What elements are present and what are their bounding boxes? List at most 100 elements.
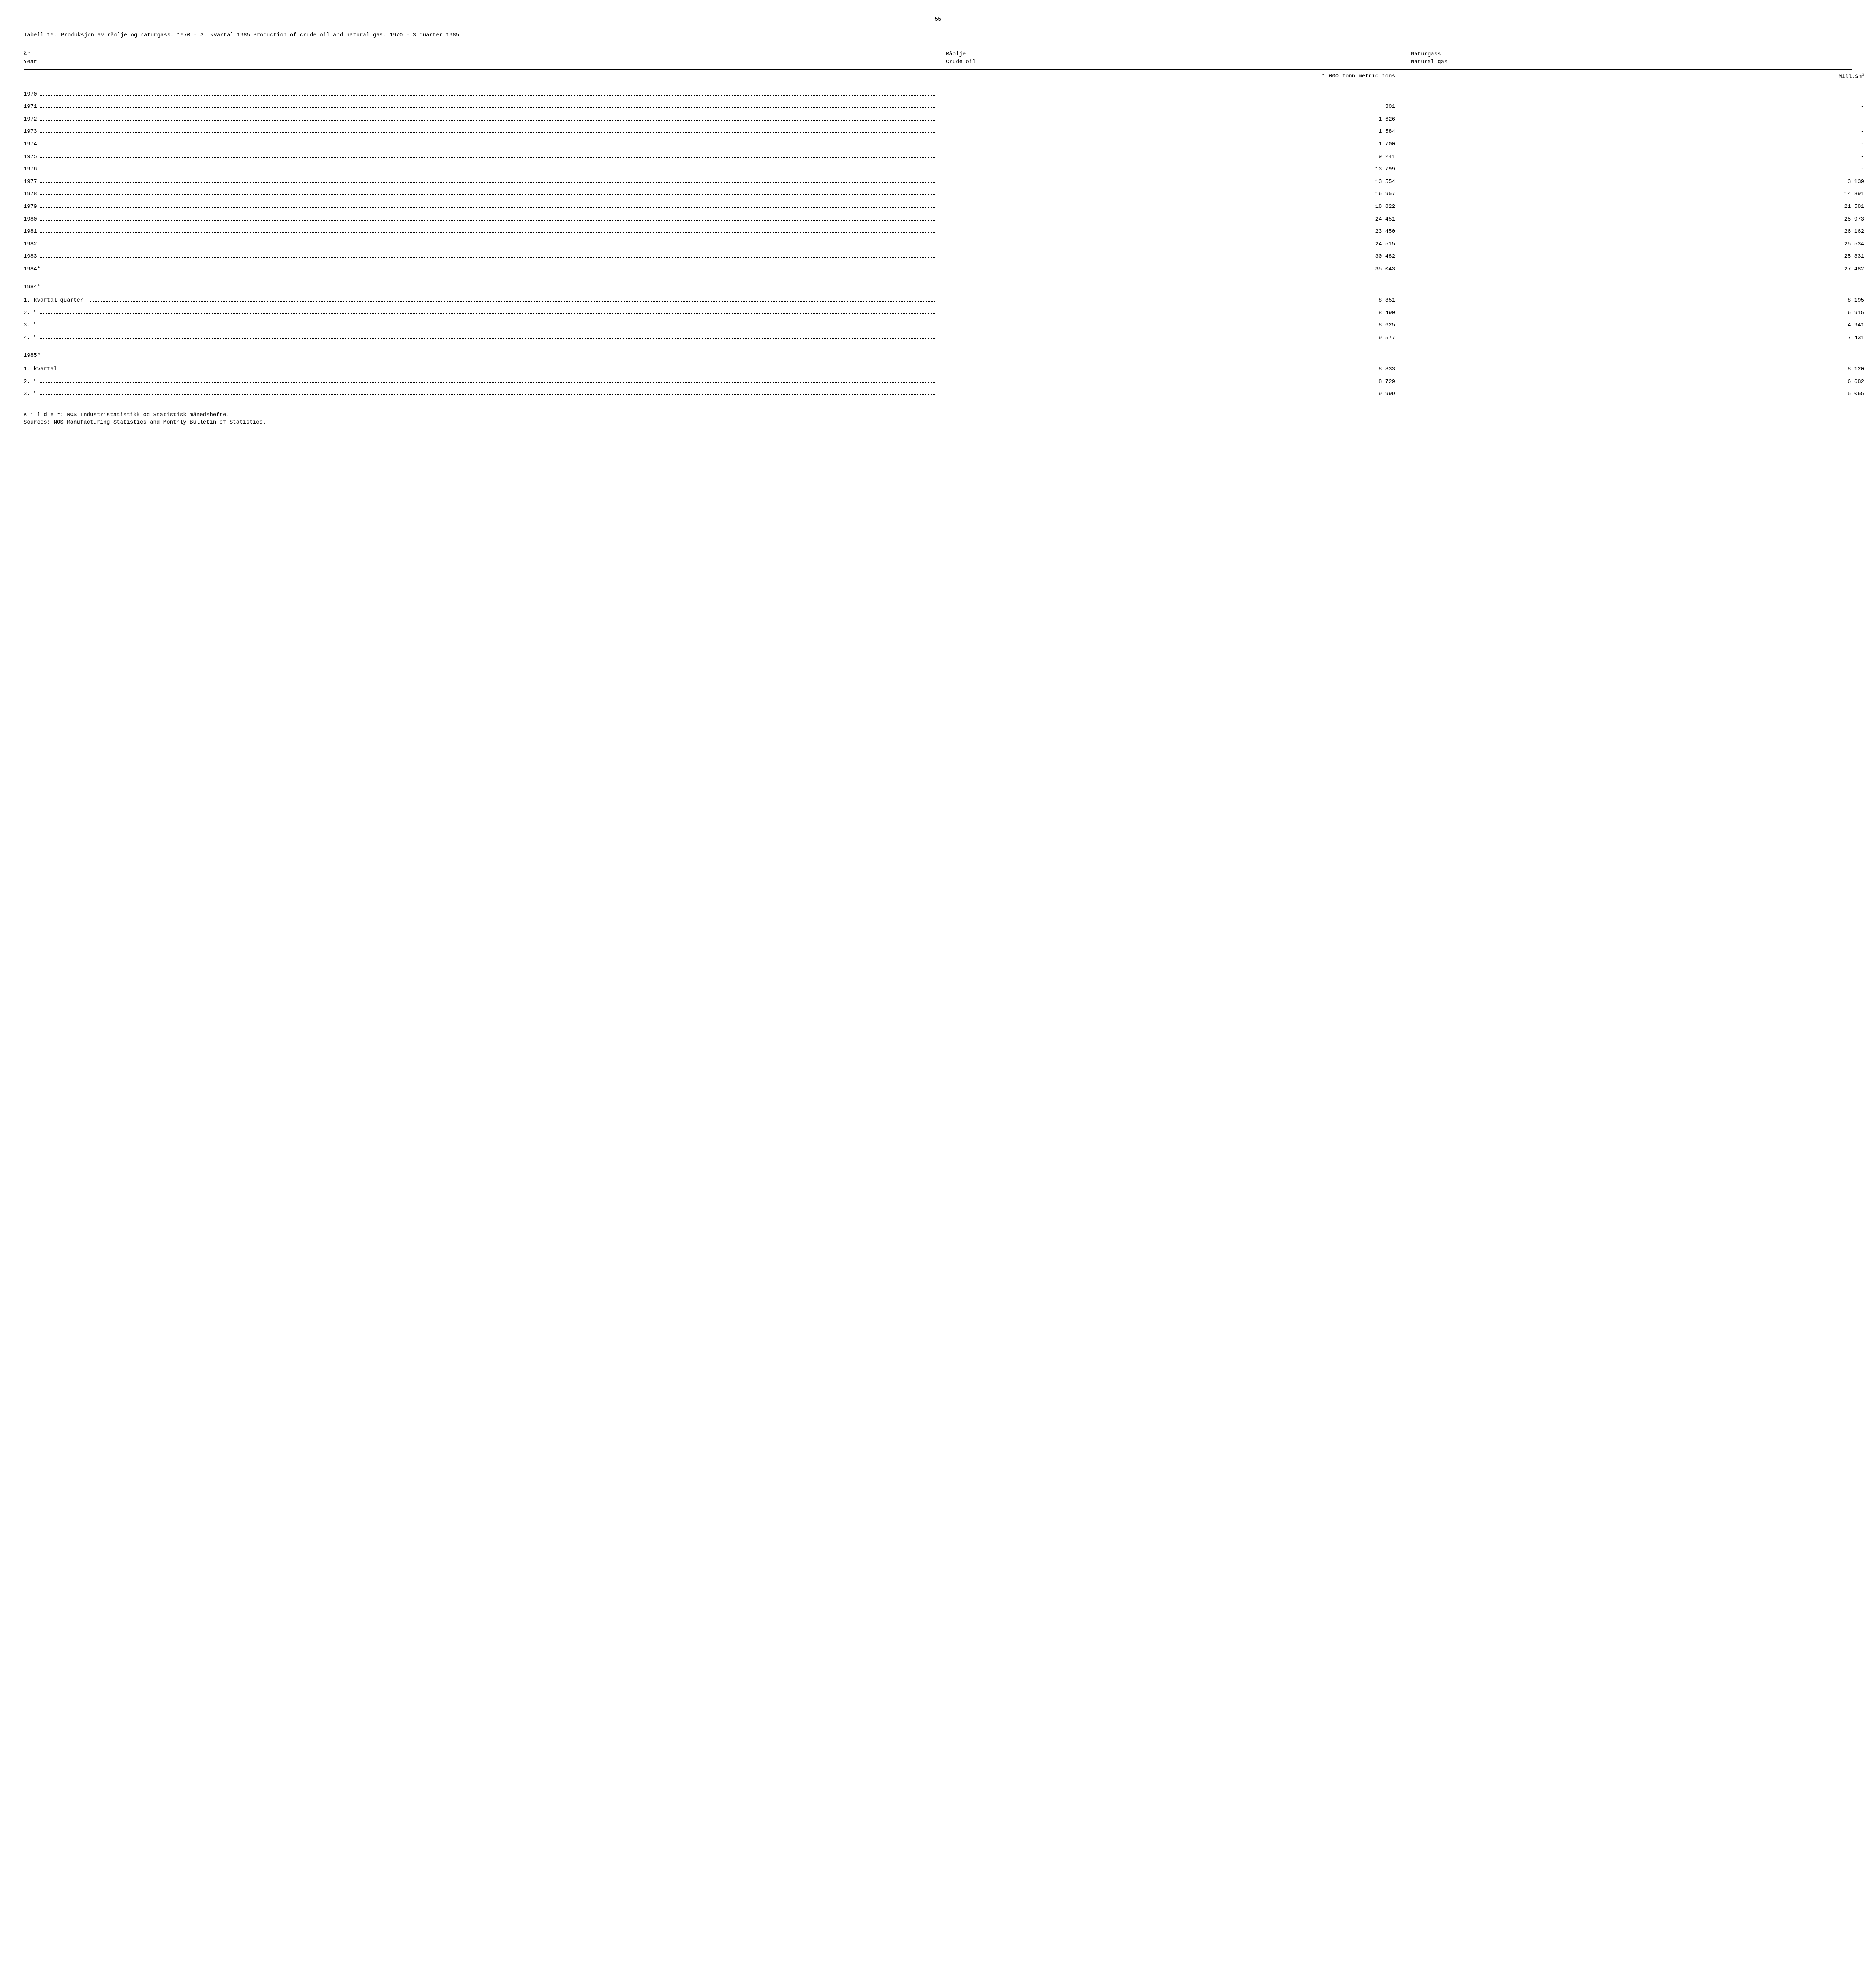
leader-dots: [40, 116, 935, 121]
gas-value: -: [1407, 103, 1876, 111]
table-row: 198224 51525 534: [24, 241, 1852, 249]
year-label: 1974: [24, 141, 40, 149]
year-label: 1973: [24, 128, 40, 136]
year-cell: 1971: [24, 103, 938, 111]
table-units-row: 1 000 tonn metric tons Mill.Sm3: [24, 70, 1852, 85]
year-label: 4. ": [24, 334, 40, 342]
gas-value: 3 139: [1407, 178, 1876, 186]
year-label: 1. kvartal quarter: [24, 297, 87, 305]
table-row: 1971301-: [24, 103, 1852, 111]
year-label: 3. ": [24, 390, 40, 398]
table-row: 4. "9 5777 431: [24, 334, 1852, 342]
year-label: 1978: [24, 190, 40, 198]
oil-value: 30 482: [938, 253, 1407, 261]
oil-value: 8 351: [938, 297, 1407, 305]
gas-value: 6 682: [1407, 378, 1876, 386]
year-label: 1971: [24, 103, 40, 111]
table-body: 1970-- 1971301- 19721 626- 1973 1 584 - 1974 1 …: [24, 85, 1852, 403]
leader-dots: [43, 266, 935, 270]
header-oil-no: Råolje: [946, 51, 966, 57]
table-header-row: År Year Råolje Crude oil Naturgass Natur…: [24, 51, 1852, 70]
gas-value: 25 973: [1407, 216, 1876, 224]
table-row: 1970--: [24, 91, 1852, 99]
table-row: 197816 95714 891: [24, 190, 1852, 198]
year-label: 1980: [24, 216, 40, 224]
table-row: 2. "8 4906 915: [24, 309, 1852, 317]
year-cell: 2. ": [24, 378, 938, 386]
gas-value: 6 915: [1407, 309, 1876, 317]
header-oil-en: Crude oil: [946, 59, 976, 65]
header-year: År Year: [24, 51, 938, 66]
gas-value: 5 065: [1407, 390, 1876, 398]
table-row: 3. "9 9995 065: [24, 390, 1852, 398]
year-cell: 1970: [24, 91, 938, 99]
table-row: 197613 799-: [24, 166, 1852, 173]
gas-value: 8 120: [1407, 366, 1876, 373]
year-cell: 1980: [24, 216, 938, 224]
year-cell: 4. ": [24, 334, 938, 342]
year-cell: 1972: [24, 116, 938, 124]
leader-dots: [40, 166, 935, 170]
sources: K i l d e r: NOS Industristatistikk og S…: [24, 411, 1852, 427]
table-title: Tabell 16. Produksjon av råolje og natur…: [24, 32, 1852, 40]
gas-value: 25 831: [1407, 253, 1876, 261]
year-label: 1972: [24, 116, 40, 124]
oil-value: -: [938, 91, 1407, 99]
year-cell: 1983: [24, 253, 938, 261]
table-row: 1984*35 04327 482: [24, 266, 1852, 273]
year-label: 1. kvartal: [24, 366, 60, 373]
table-row: 3. "8 6254 941: [24, 322, 1852, 330]
leader-dots: [40, 253, 935, 258]
units-spacer: [24, 73, 938, 81]
year-cell: 1974: [24, 141, 938, 149]
leader-dots: [40, 128, 935, 133]
oil-value: 18 822: [938, 203, 1407, 211]
section-1985: 1985*: [24, 352, 1852, 360]
year-cell: 1976: [24, 166, 938, 173]
gas-value: -: [1407, 116, 1876, 124]
leader-dots: [60, 366, 935, 370]
year-label: 3. ": [24, 322, 40, 330]
oil-value: 24 451: [938, 216, 1407, 224]
oil-value: 23 450: [938, 228, 1407, 236]
leader-dots: [40, 153, 935, 158]
year-cell: 1. kvartal: [24, 366, 938, 373]
table-row: 1. kvartal quarter8 3518 195: [24, 297, 1852, 305]
oil-value: 8 729: [938, 378, 1407, 386]
year-cell: 1982: [24, 241, 938, 249]
gas-value: 8 195: [1407, 297, 1876, 305]
oil-value: 8 625: [938, 322, 1407, 330]
year-label: 1975: [24, 153, 40, 161]
header-gas-no: Naturgass: [1411, 51, 1441, 57]
table-row: 197713 5543 139: [24, 178, 1852, 186]
oil-value: 1 700: [938, 141, 1407, 149]
year-cell: 1981: [24, 228, 938, 236]
oil-value: 8 833: [938, 366, 1407, 373]
leader-dots: [40, 203, 935, 208]
leader-dots: [40, 191, 935, 196]
table-row: 198024 45125 973: [24, 216, 1852, 224]
oil-value: 1 584: [938, 128, 1407, 136]
year-label: 1983: [24, 253, 40, 261]
gas-value: 27 482: [1407, 266, 1876, 273]
table-row: 197918 82221 581: [24, 203, 1852, 211]
oil-value: 8 490: [938, 309, 1407, 317]
oil-value: 24 515: [938, 241, 1407, 249]
gas-value: 25 534: [1407, 241, 1876, 249]
section-1984: 1984*: [24, 283, 1852, 291]
oil-value: 9 241: [938, 153, 1407, 161]
oil-value: 16 957: [938, 190, 1407, 198]
table-title-label: Tabell 16.: [24, 32, 61, 40]
leader-dots: [40, 216, 935, 221]
leader-dots: [40, 309, 935, 314]
year-label: 1979: [24, 203, 40, 211]
table-container: År Year Råolje Crude oil Naturgass Natur…: [24, 47, 1852, 403]
year-cell: 1978: [24, 190, 938, 198]
leader-dots: [40, 378, 935, 383]
table-row: 19721 626-: [24, 116, 1852, 124]
sources-en: Sources: NOS Manufacturing Statistics an…: [24, 419, 1852, 427]
gas-value: -: [1407, 166, 1876, 173]
year-cell: 1977: [24, 178, 938, 186]
year-cell: 1. kvartal quarter: [24, 297, 938, 305]
year-label: 1976: [24, 166, 40, 173]
